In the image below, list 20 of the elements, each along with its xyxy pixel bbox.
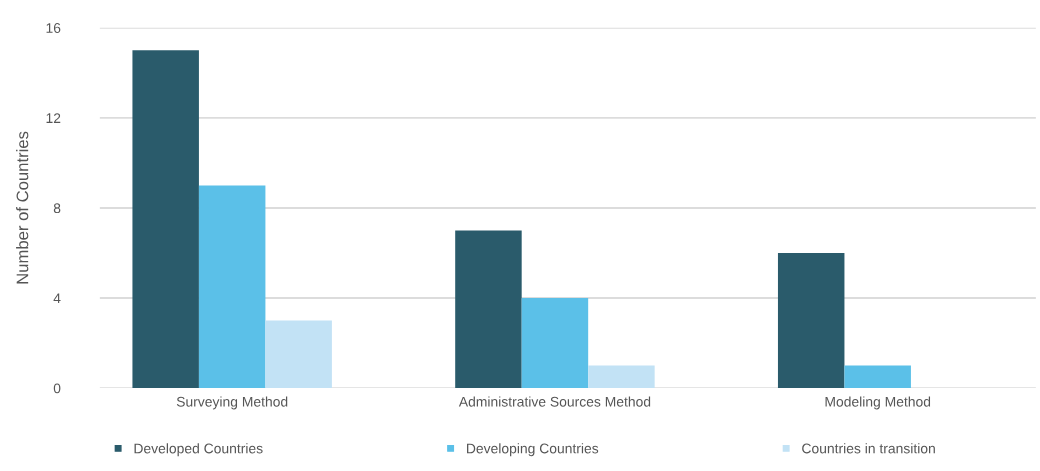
bar	[588, 365, 655, 389]
bar	[521, 298, 589, 389]
y-tick-label: 4	[53, 293, 61, 304]
legend-label: Developed Countries	[134, 443, 263, 457]
y-tick-label: 12	[46, 113, 61, 123]
bar	[132, 50, 199, 389]
bar	[844, 365, 911, 389]
legend-label: Countries in transition	[802, 443, 935, 454]
y-axis-title: Number of Countries	[16, 131, 29, 284]
bar	[455, 230, 522, 389]
x-tick-label: Surveying Method	[176, 396, 288, 410]
x-tick-label: Modeling Method	[825, 396, 931, 410]
legend-label: Developing Countries	[467, 443, 599, 457]
x-tick-label: Administrative Sources Method	[458, 396, 651, 407]
bar	[198, 185, 266, 389]
bar	[777, 252, 845, 389]
y-tick-label: 0	[53, 383, 61, 394]
y-tick-label: 8	[53, 203, 61, 214]
y-tick-label: 16	[46, 23, 61, 33]
bar	[265, 320, 332, 389]
